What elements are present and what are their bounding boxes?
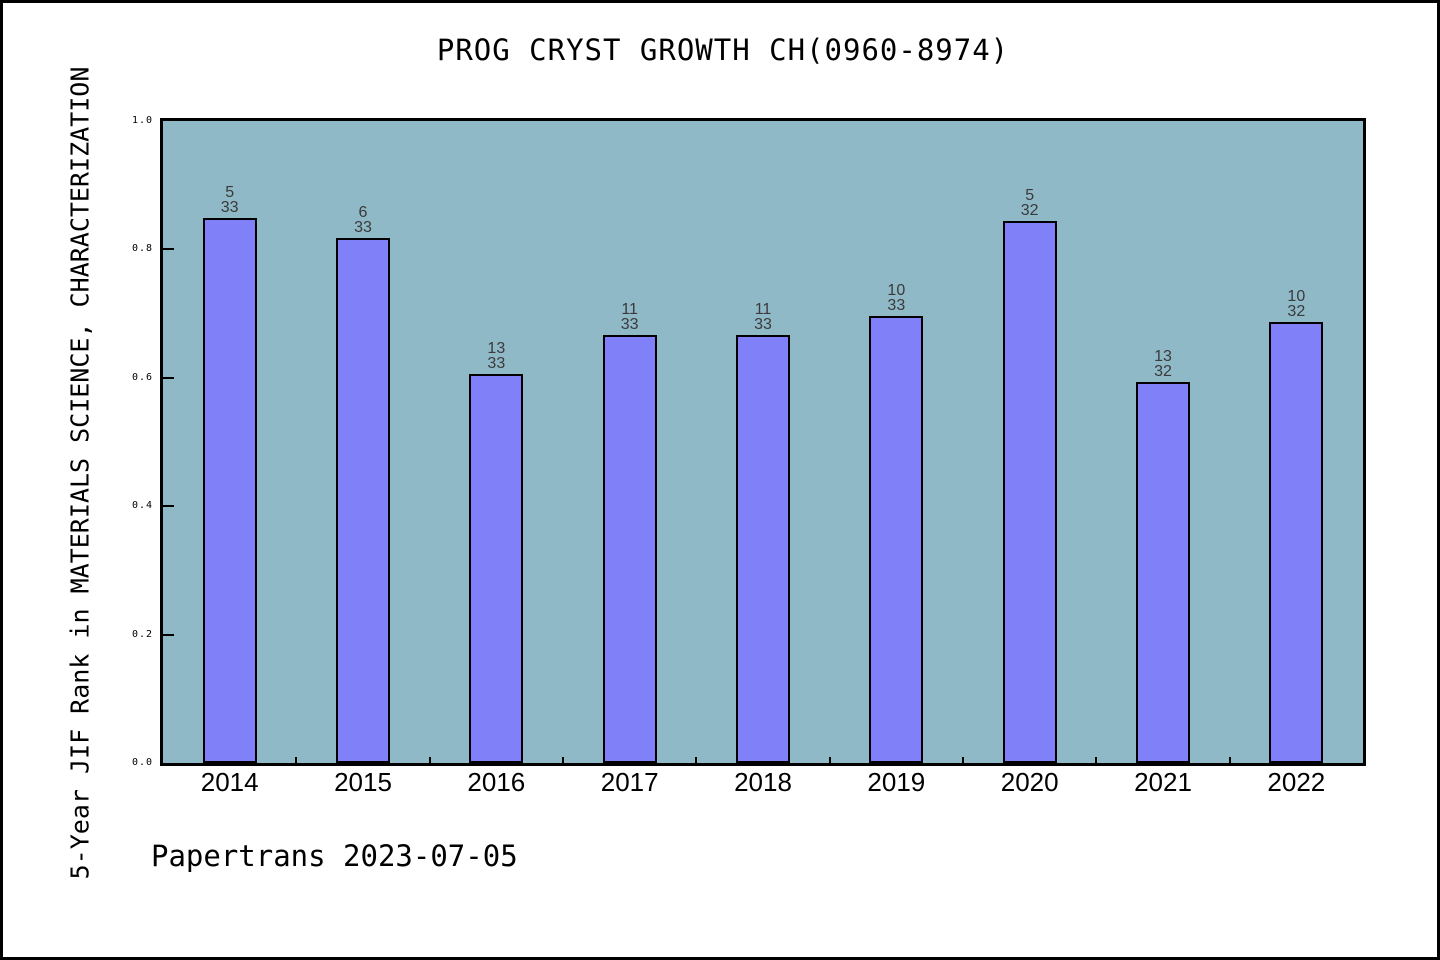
x-tick-label-2017: 2017: [600, 767, 659, 797]
x-tick-mark-4: [695, 757, 698, 763]
bar-label-2020: 5 32: [1020, 187, 1039, 219]
plot-inner: 5 33 6 33 13 33 11 33 11 33 10 33 5 32 13 32 10 …: [163, 121, 1363, 763]
bar-label-2017: 11 33: [620, 301, 639, 333]
bar-2022: [1269, 322, 1324, 763]
x-tick-mark-8: [1228, 757, 1231, 763]
bar-label-2016: 13 33: [487, 340, 506, 372]
watermark-text: Papertrans 2023-07-05: [151, 839, 518, 873]
x-tick-label-2016: 2016: [467, 767, 526, 797]
y-tick-mark-0.2: [163, 633, 174, 636]
bar-label-2018: 11 33: [754, 301, 772, 333]
x-tick-label-2019: 2019: [867, 767, 926, 797]
bar-2020: [1002, 221, 1057, 763]
bar-label-2022: 10 32: [1287, 288, 1306, 320]
x-tick-mark-3: [562, 757, 564, 763]
x-tick-mark-7: [1095, 757, 1098, 763]
x-tick-mark-2: [428, 757, 431, 763]
x-tick-mark-1: [295, 757, 298, 763]
x-tick-mark-5: [828, 757, 831, 763]
y-tick-label-0.0: 0.0: [131, 757, 153, 768]
y-tick-mark-0.6: [163, 376, 174, 379]
x-tick-label-2014: 2014: [200, 767, 259, 797]
chart-title: PROG CRYST GROWTH CH(0960-8974): [436, 33, 1010, 67]
plot-area: 5 33 6 33 13 33 11 33 11 33 10 33 5 32 13 32 10 …: [160, 118, 1366, 766]
bar-2017: [602, 335, 657, 763]
y-tick-label-0.4: 0.4: [131, 500, 153, 512]
bar-2016: [469, 374, 524, 763]
y-tick-label-0.2: 0.2: [131, 628, 153, 640]
y-tick-label-1.0: 1.0: [131, 115, 153, 126]
bar-2015: [336, 238, 390, 763]
bar-label-2014: 5 33: [220, 184, 239, 216]
x-tick-label-2022: 2022: [1267, 767, 1326, 797]
bar-2021: [1136, 382, 1190, 763]
y-tick-mark-0.4: [163, 505, 174, 508]
y-tick-label-0.8: 0.8: [131, 243, 153, 255]
bar-label-2019: 10 33: [887, 282, 906, 314]
x-tick-label-2015: 2015: [334, 767, 392, 797]
x-tick-label-2020: 2020: [1000, 767, 1059, 797]
x-tick-mark-6: [962, 757, 964, 763]
y-tick-mark-0.8: [163, 248, 174, 251]
y-axis-label: 5-Year JIF Rank in MATERIALS SCIENCE, CH…: [65, 66, 95, 880]
bar-2014: [202, 218, 257, 763]
y-tick-label-0.6: 0.6: [131, 371, 153, 383]
bar-label-2021: 13 32: [1154, 348, 1172, 380]
x-tick-label-2018: 2018: [734, 767, 792, 797]
bar-label-2015: 6 33: [354, 204, 372, 236]
x-tick-label-2021: 2021: [1134, 767, 1192, 797]
bar-2018: [736, 335, 790, 763]
bar-2019: [869, 316, 924, 763]
